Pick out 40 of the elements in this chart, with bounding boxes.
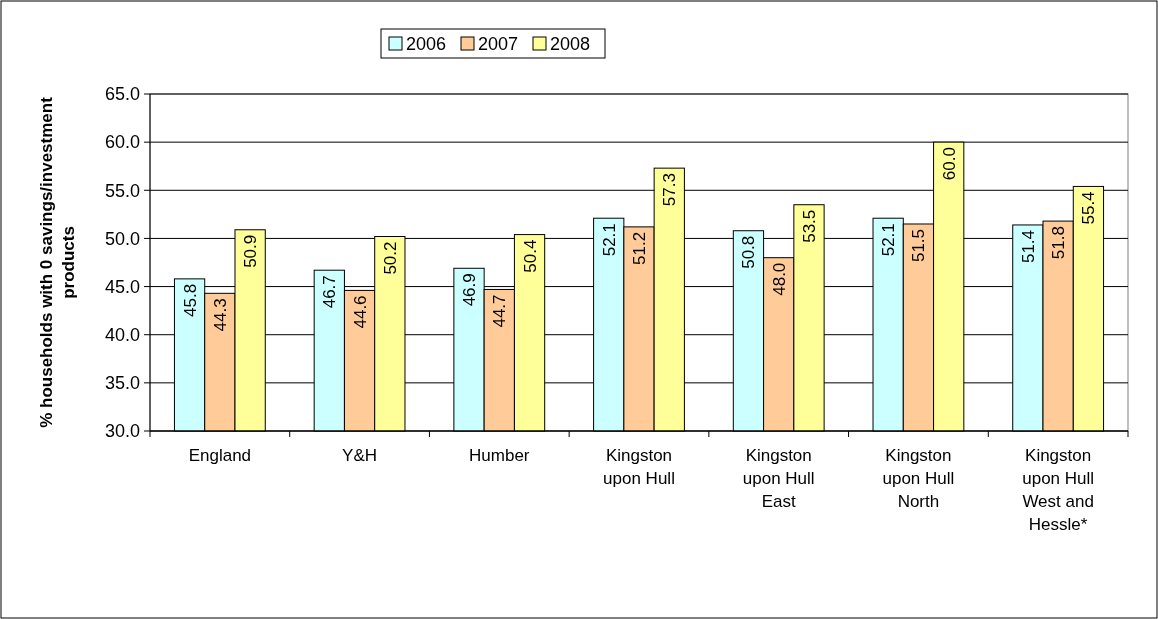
y-tick-label: 60.0 [104, 132, 140, 153]
x-tick-label: Kingston upon Hull North [882, 446, 955, 511]
data-label: 51.2 [630, 231, 649, 265]
x-tick-label: Kingston upon Hull West and Hessle* [1022, 446, 1095, 534]
y-axis-title: % households with 0 savings/investment products [37, 96, 78, 428]
y-tick-label: 35.0 [104, 373, 140, 394]
data-label: 50.4 [520, 239, 540, 273]
data-label: 53.5 [799, 209, 819, 243]
data-label: 46.9 [460, 273, 480, 307]
data-label: 57.3 [660, 173, 680, 207]
y-tick-label: 50.0 [104, 228, 140, 249]
x-tick-label: Humber [469, 446, 530, 465]
x-tick-label: Kingston upon Hull East [742, 446, 815, 511]
legend-label: 2008 [550, 34, 591, 55]
y-tick-label: 65.0 [104, 84, 140, 105]
y-tick-label: 40.0 [104, 325, 140, 346]
data-label: 52.1 [599, 223, 619, 257]
legend-label: 2007 [478, 34, 519, 55]
x-tick-label: Y&H [342, 446, 378, 465]
data-label: 48.0 [769, 262, 789, 296]
data-label: 44.3 [210, 298, 230, 332]
data-label: 44.6 [350, 295, 370, 329]
y-tick-label: 55.0 [104, 180, 140, 201]
data-label: 60.0 [939, 147, 959, 181]
data-label: 45.8 [180, 283, 200, 317]
data-label: 51.5 [909, 228, 929, 263]
data-label: 50.8 [739, 235, 759, 269]
data-label: 51.8 [1049, 226, 1069, 260]
y-tick-label: 30.0 [104, 421, 140, 442]
legend-label: 2006 [406, 34, 447, 55]
x-tick-label: Kingston upon Hull [603, 446, 675, 488]
x-tick-label: England [188, 446, 252, 465]
data-label: 55.4 [1079, 191, 1099, 225]
data-label: 50.9 [241, 234, 261, 268]
data-label: 44.7 [490, 294, 510, 328]
data-label: 46.7 [320, 275, 340, 309]
data-label: 51.4 [1018, 229, 1038, 264]
y-tick-label: 45.0 [104, 276, 140, 297]
data-label: 52.1 [879, 223, 899, 257]
data-label: 50.2 [380, 241, 400, 275]
